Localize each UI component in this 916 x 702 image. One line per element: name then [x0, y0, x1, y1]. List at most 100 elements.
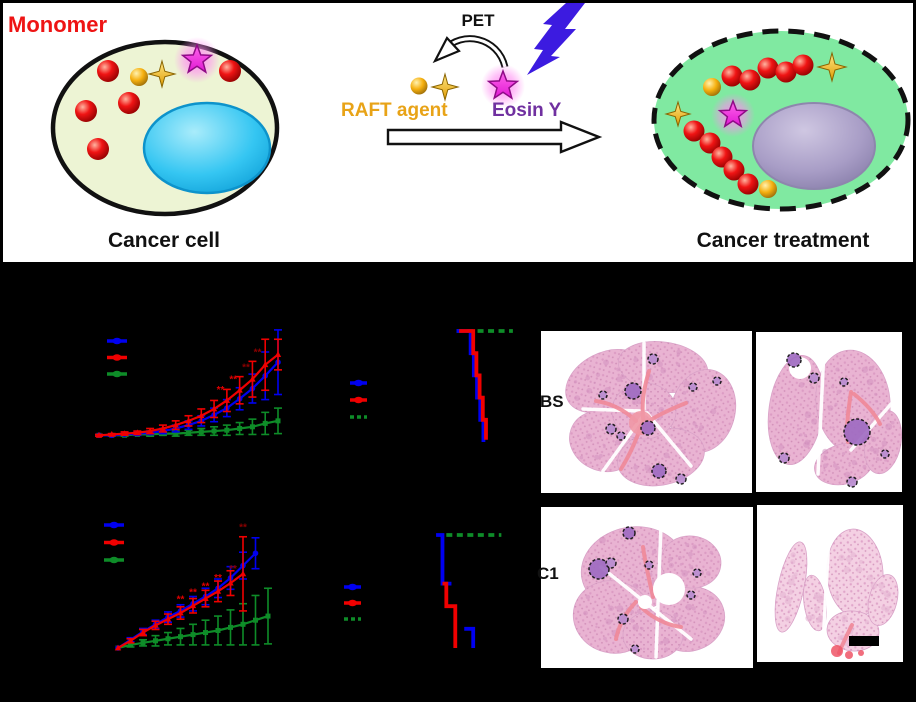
- monomer-label: Monomer: [8, 12, 107, 37]
- monomer-ball-icon: [97, 60, 119, 82]
- raft-star-icon: [430, 72, 460, 102]
- tissue-speckle: [603, 445, 606, 449]
- tissue-speckle: [778, 444, 784, 451]
- polymer-ball-icon: [775, 61, 797, 83]
- series-line: [117, 552, 257, 649]
- tissue-speckle: [614, 439, 621, 446]
- tissue-speckle: [850, 552, 856, 558]
- lobe-texture: [826, 529, 884, 617]
- lung-section-illustration: [756, 332, 902, 492]
- tissue-speckle: [663, 647, 669, 652]
- tissue-speckle: [866, 378, 874, 386]
- raft-ball-icon: [703, 78, 721, 96]
- cell-nucleus: [752, 102, 876, 190]
- cancer-treatment-label: Cancer treatment: [696, 229, 870, 252]
- data-point: [237, 426, 243, 431]
- tissue-speckle: [616, 376, 622, 383]
- significance-annotation: **: [254, 347, 262, 358]
- data-point: [185, 417, 192, 424]
- tumor-nodule: [617, 613, 629, 625]
- data-point: [173, 431, 179, 437]
- legend-entry: [344, 583, 361, 591]
- tissue-speckle: [662, 637, 670, 645]
- tissue-speckle: [844, 471, 851, 478]
- data-point: [146, 427, 154, 434]
- polymer-ball-icon: [737, 173, 759, 195]
- airway-space: [653, 573, 685, 605]
- legend-marker: [112, 337, 122, 345]
- data-point: [152, 621, 159, 628]
- chart-series: [95, 407, 282, 438]
- tissue-speckle: [874, 392, 878, 396]
- tissue-speckle: [784, 616, 791, 622]
- data-point: [215, 627, 221, 633]
- tissue-speckle: [845, 555, 853, 563]
- treated-cell-illustration: [651, 28, 911, 212]
- tissue-speckle: [691, 408, 697, 413]
- data-point: [214, 587, 222, 594]
- tissue-speckle: [638, 632, 642, 636]
- tumor-nodule: [647, 353, 659, 365]
- data-point: [152, 621, 159, 628]
- tissue-speckle: [640, 626, 644, 631]
- tissue-speckle: [890, 420, 895, 425]
- significance-annotation: **: [229, 564, 237, 575]
- tumor-nodule: [688, 382, 698, 392]
- tissue-speckle: [842, 619, 846, 623]
- tissue-speckle: [633, 464, 639, 470]
- tissue-speckle: [685, 542, 690, 547]
- tumor-nodule: [786, 352, 802, 368]
- tissue-speckle: [843, 566, 851, 574]
- data-point: [115, 645, 121, 651]
- data-point: [211, 428, 217, 434]
- tissue-speckle: [791, 574, 797, 580]
- lobe-fissure: [821, 533, 831, 647]
- tissue-speckle: [834, 402, 838, 406]
- data-point: [185, 422, 192, 428]
- eosin-y-label: Eosin Y: [492, 100, 562, 121]
- tissue-speckle: [678, 555, 682, 560]
- tissue-speckle: [630, 618, 635, 623]
- survival-curve: [459, 329, 488, 440]
- tissue-speckle: [681, 570, 689, 577]
- data-point: [227, 579, 234, 586]
- tumor-nodule: [605, 423, 617, 435]
- legend-entry: [344, 599, 361, 607]
- tissue-speckle: [663, 398, 669, 403]
- eosin-star-icon: [180, 42, 214, 74]
- tissue-speckle: [837, 635, 843, 641]
- data-point: [122, 432, 128, 438]
- data-point: [198, 412, 205, 419]
- monomer-ball-icon: [75, 100, 97, 122]
- data-point: [249, 385, 256, 392]
- polymer-ball-icon: [739, 69, 761, 91]
- significance-annotation: **: [177, 595, 185, 606]
- data-point: [139, 629, 147, 635]
- tissue-speckle: [823, 454, 826, 458]
- lung-lobe: [617, 427, 705, 487]
- vessel-streak: [852, 392, 882, 426]
- tissue-speckle: [884, 606, 891, 612]
- data-point: [172, 425, 179, 432]
- survival-line: [442, 581, 458, 648]
- legend-marker: [109, 539, 119, 546]
- data-point: [134, 430, 141, 437]
- legend-marker: [109, 556, 119, 564]
- tissue-speckle: [598, 453, 603, 458]
- legend-entry: [350, 379, 367, 387]
- data-point: [240, 621, 246, 627]
- data-point: [189, 602, 197, 609]
- raft-ball-icon: [130, 68, 148, 86]
- tissue-speckle: [779, 591, 787, 598]
- series-line: [99, 361, 279, 437]
- lung-lobe: [826, 528, 884, 618]
- tumor-nodule: [880, 449, 890, 459]
- tissue-speckle: [836, 466, 840, 470]
- lobe-texture: [775, 541, 807, 633]
- tissue-speckle: [574, 395, 581, 401]
- legend-marker: [109, 521, 119, 529]
- tissue-speckle: [784, 597, 792, 605]
- tissue-speckle: [806, 442, 810, 445]
- tissue-speckle: [667, 472, 672, 477]
- data-point: [165, 636, 171, 642]
